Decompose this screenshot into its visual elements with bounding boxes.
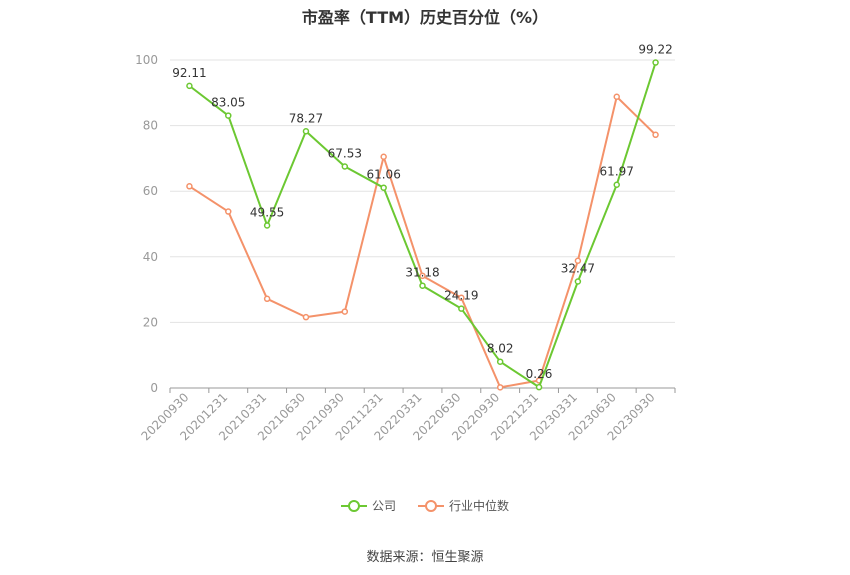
legend-label-company: 公司 xyxy=(371,499,396,513)
y-tick-label-80: 80 xyxy=(143,119,158,133)
data-point-company-20230930 xyxy=(652,59,659,66)
data-point-company-20210630 xyxy=(302,128,310,135)
grid-lines xyxy=(170,59,675,323)
data-point-company-20220930 xyxy=(496,358,504,365)
data-label-company-20210930: 67.53 xyxy=(328,147,362,161)
data-label-company-20200930: 92.11 xyxy=(172,66,206,80)
data-point-industry-median-20210930 xyxy=(341,308,349,315)
y-tick-label-0: 0 xyxy=(150,381,158,395)
y-tick-label-60: 60 xyxy=(143,184,158,198)
data-labels: 92.11 83.05 49.55 78.27 67.53 61.06 31.18 24.19… xyxy=(172,43,673,382)
data-point-industry-median-20210630 xyxy=(302,313,310,321)
legend: 公司 行业中位数 xyxy=(0,497,850,514)
data-point-industry-median-20230331 xyxy=(574,257,582,264)
data-label-company-20211231: 61.06 xyxy=(366,168,400,182)
data-label-company-20210331: 49.55 xyxy=(250,205,284,219)
data-label-company-20201231: 83.05 xyxy=(211,96,245,110)
legend-swatch-industry-median xyxy=(418,499,444,513)
data-point-company-20211231 xyxy=(380,184,387,191)
data-point-industry-median-20230930 xyxy=(652,131,659,139)
legend-label-industry-median: 行业中位数 xyxy=(449,499,510,513)
data-source-note: 数据来源：恒生聚源 xyxy=(366,550,484,565)
series-line-industry-median xyxy=(188,95,657,389)
data-point-industry-median-20220930 xyxy=(496,384,504,391)
data-label-company-20210630: 78.27 xyxy=(289,111,323,125)
data-label-company-20230630: 61.97 xyxy=(600,165,634,179)
data-point-company-20200930 xyxy=(186,82,193,90)
chart-title: 市盈率（TTM）历史百分位（%） xyxy=(301,8,549,27)
data-point-company-20220331 xyxy=(419,282,426,289)
legend-item-company[interactable]: 公司 xyxy=(340,497,396,514)
data-point-company-20201231 xyxy=(225,112,232,119)
series-lines xyxy=(186,59,659,391)
data-point-industry-median-20211231 xyxy=(380,153,387,161)
data-point-industry-median-20220331 xyxy=(419,272,426,280)
data-label-company-20221231: 0.26 xyxy=(526,367,553,381)
data-point-company-20220630 xyxy=(458,305,465,312)
data-point-company-20230630 xyxy=(613,181,620,188)
data-point-company-20210930 xyxy=(341,163,349,170)
data-label-company-20220331: 31.18 xyxy=(405,266,439,280)
data-label-company-20230930: 99.22 xyxy=(638,43,672,57)
legend-swatch-company xyxy=(340,499,367,513)
data-label-company-20220630: 24.19 xyxy=(444,289,478,303)
data-label-company-20230331: 32.47 xyxy=(561,261,595,275)
data-point-industry-median-20230630 xyxy=(613,93,620,100)
data-point-company-20230331 xyxy=(574,278,582,285)
data-point-industry-median-20200930 xyxy=(186,183,193,190)
data-point-industry-median-20210331 xyxy=(263,295,271,303)
y-tick-label-20: 20 xyxy=(143,315,158,329)
data-point-industry-median-20220630 xyxy=(458,294,465,302)
data-label-company-20220930: 8.02 xyxy=(487,342,514,356)
data-point-industry-median-20201231 xyxy=(225,208,232,215)
data-point-company-20210331 xyxy=(263,222,271,229)
axes: 0204060801002020093020201231202103312021… xyxy=(135,53,676,443)
y-tick-label-100: 100 xyxy=(135,53,158,67)
legend-item-industry-median[interactable]: 行业中位数 xyxy=(418,497,509,514)
data-point-company-20221231 xyxy=(535,383,543,391)
y-tick-label-40: 40 xyxy=(143,250,158,264)
